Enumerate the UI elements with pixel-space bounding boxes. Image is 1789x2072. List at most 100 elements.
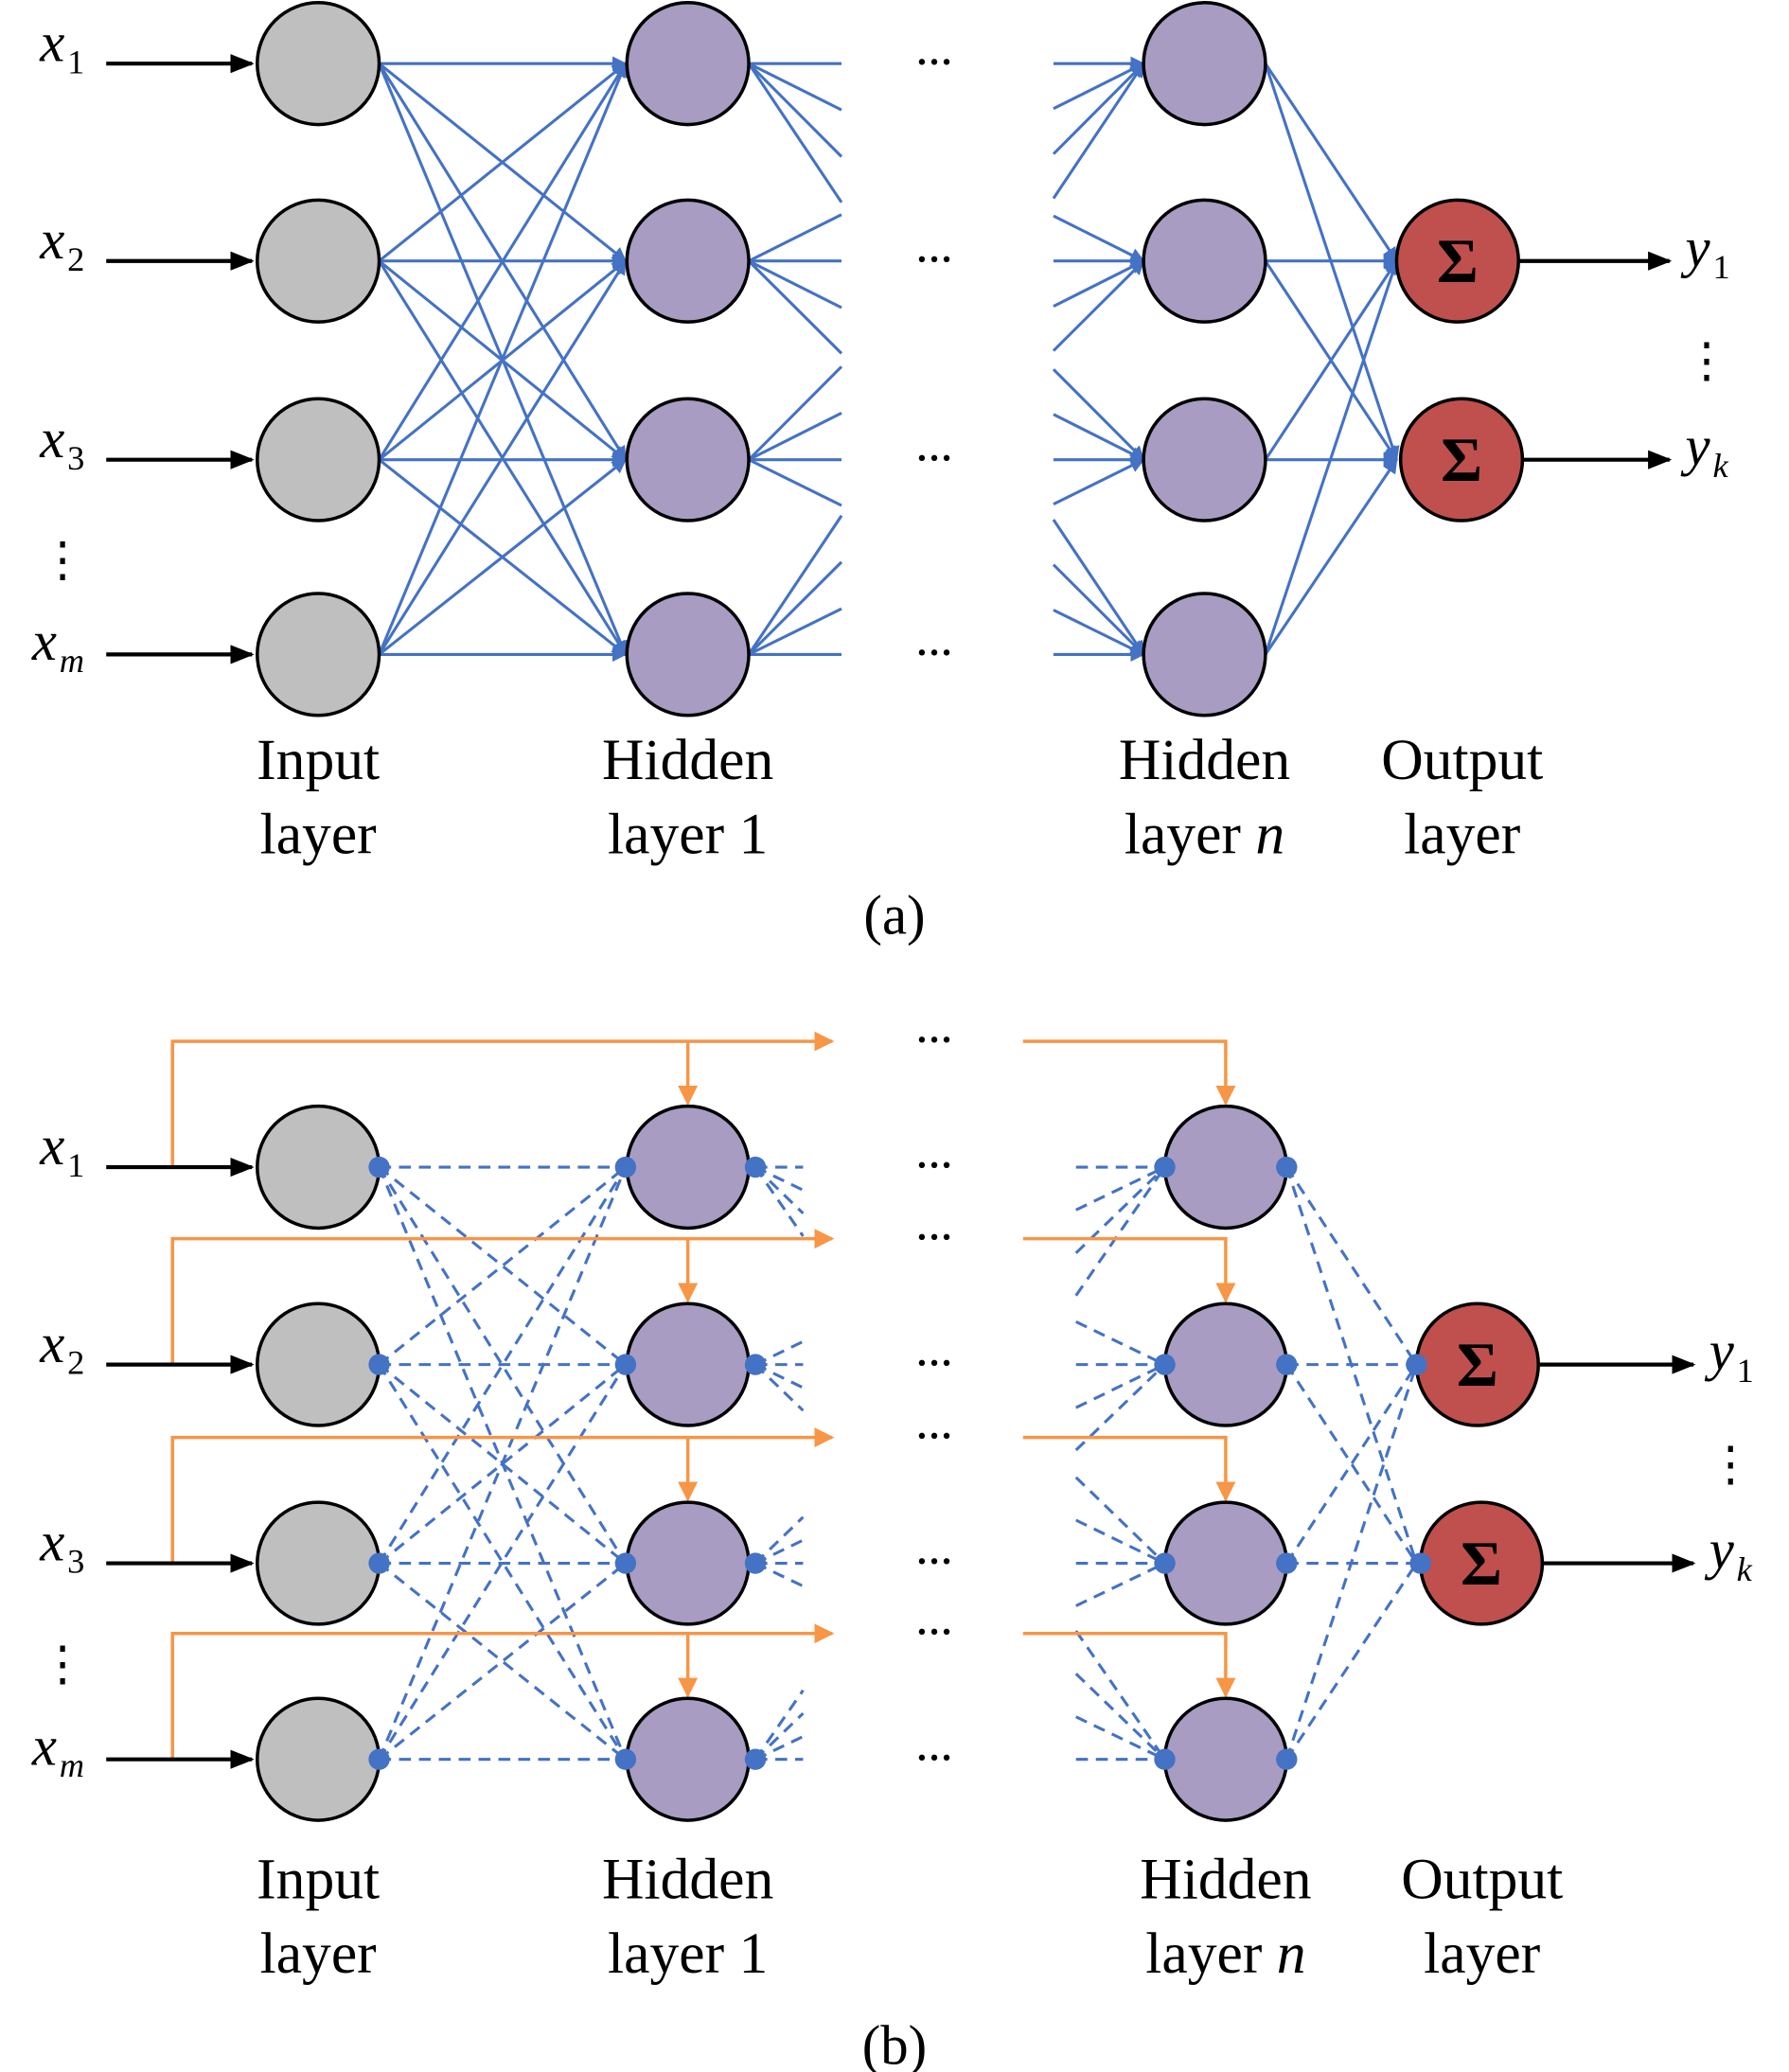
connection-hidden1-partial bbox=[753, 1515, 805, 1565]
skip-connection-line bbox=[170, 1427, 835, 1564]
connection-input-hidden1 bbox=[378, 1166, 628, 1565]
connection-hidden1-partial bbox=[747, 259, 843, 355]
connection-hidden1-partial bbox=[753, 1711, 805, 1761]
panel-caption: (b) bbox=[862, 2015, 928, 2072]
connection-input-hidden1 bbox=[378, 1166, 628, 1565]
connection-hidden1-partial bbox=[748, 213, 842, 263]
connection-dot bbox=[1276, 1156, 1298, 1178]
connection-partial-hiddenn bbox=[1053, 259, 1145, 309]
skip-connection-line bbox=[170, 1031, 835, 1168]
skip-connection-line bbox=[170, 1229, 835, 1365]
connection-partial-hiddenn bbox=[1074, 1630, 1166, 1761]
input-node bbox=[256, 1104, 381, 1231]
output-node bbox=[1398, 397, 1525, 522]
skip-connection-arrow-hiddenn bbox=[1022, 1631, 1236, 1698]
connection-partial-hiddenn bbox=[1052, 368, 1145, 461]
sigma-symbol: Σ bbox=[1457, 1329, 1498, 1400]
label-input-layer-line1: Input bbox=[257, 728, 380, 792]
sigma-symbol: Σ bbox=[1461, 1528, 1502, 1599]
skip-connection-arrow-hiddenn bbox=[1022, 1435, 1236, 1502]
connection-partial-hiddenn bbox=[1074, 1476, 1166, 1565]
input-node bbox=[256, 1, 381, 127]
connection-partial-hiddenn bbox=[1075, 1320, 1166, 1366]
hidden1-node bbox=[625, 592, 751, 717]
input-node bbox=[256, 1696, 381, 1822]
hidden1-node bbox=[625, 1104, 751, 1231]
sigma-symbol: Σ bbox=[1441, 424, 1482, 495]
connection-hidden1-partial bbox=[753, 1165, 805, 1214]
hiddenn-node bbox=[1142, 198, 1267, 324]
input-node bbox=[256, 397, 381, 522]
connection-dot bbox=[368, 1748, 390, 1770]
connection-input-hidden1 bbox=[378, 1363, 627, 1565]
ellipsis-hidden: ··· bbox=[915, 1343, 952, 1384]
ellipsis-hidden: ··· bbox=[915, 633, 952, 674]
hidden1-node bbox=[625, 1696, 751, 1822]
connection-input-hidden1 bbox=[378, 458, 628, 656]
connection-partial-hiddenn bbox=[1075, 1715, 1166, 1762]
connection-dot bbox=[1154, 1748, 1176, 1770]
connection-hidden1-partial bbox=[748, 259, 842, 310]
connection-input-hidden1 bbox=[378, 1363, 628, 1761]
connection-hidden1-partial bbox=[753, 1166, 805, 1237]
connection-dot bbox=[744, 1748, 767, 1770]
sigma-symbol: Σ bbox=[1437, 225, 1479, 296]
label-hidden-layer-n-line2: layer n bbox=[1145, 1921, 1305, 1986]
skip-connection-line bbox=[170, 1623, 835, 1760]
connection-partial-hiddenn bbox=[1075, 1518, 1166, 1565]
label-hidden-layer-1-line1: Hidden bbox=[602, 728, 773, 792]
label-hidden-layer-n-line1: Hidden bbox=[1140, 1848, 1311, 1912]
hiddenn-node bbox=[1162, 1500, 1289, 1626]
label-hidden-layer-n-line1: Hidden bbox=[1119, 728, 1290, 792]
hidden1-node bbox=[625, 1500, 751, 1626]
label-hidden-layer-1-line2: layer 1 bbox=[608, 802, 768, 866]
connection-hidden1-partial bbox=[747, 365, 843, 461]
connection-input-hidden1 bbox=[378, 1562, 627, 1761]
connection-partial-hiddenn bbox=[1052, 62, 1145, 155]
connection-hiddenn-output bbox=[1264, 259, 1398, 461]
connection-hidden1-partial bbox=[753, 1363, 805, 1412]
ellipsis-hidden: ··· bbox=[915, 239, 952, 280]
connection-hidden1-partial bbox=[753, 1689, 805, 1761]
ellipsis-skip: ··· bbox=[915, 1612, 952, 1653]
panel-caption: (a) bbox=[863, 885, 925, 947]
hiddenn-node bbox=[1142, 592, 1267, 717]
hiddenn-node bbox=[1162, 1302, 1289, 1427]
label-input-layer-line2: layer bbox=[260, 1921, 377, 1986]
hidden1-node bbox=[625, 397, 751, 522]
connection-partial-hiddenn bbox=[1053, 214, 1145, 263]
input-node bbox=[256, 198, 381, 324]
connection-partial-hiddenn bbox=[1052, 62, 1145, 200]
connection-partial-hiddenn bbox=[1075, 1562, 1166, 1607]
connection-hiddenn-output bbox=[1264, 62, 1398, 263]
connection-hidden1-partial bbox=[747, 514, 843, 656]
connection-dot bbox=[1276, 1354, 1298, 1375]
connection-dot bbox=[744, 1552, 767, 1574]
label-hidden-layer-1-line2: layer 1 bbox=[608, 1921, 768, 1986]
connection-dot bbox=[614, 1748, 637, 1770]
connection-partial-hiddenn bbox=[1052, 259, 1145, 352]
ellipsis-hidden: ··· bbox=[915, 42, 952, 82]
label-output-layer-line2: layer bbox=[1424, 1921, 1540, 1986]
connection-hidden1-partial bbox=[747, 62, 843, 158]
connection-hiddenn-output bbox=[1284, 1364, 1418, 1761]
input-node bbox=[256, 1500, 381, 1626]
label-output-layer-line2: layer bbox=[1404, 802, 1520, 866]
connection-input-hidden1 bbox=[378, 1363, 628, 1761]
connection-hiddenn-output bbox=[1264, 259, 1400, 655]
label-output-layer-line1: Output bbox=[1381, 728, 1543, 792]
output-node bbox=[1394, 198, 1520, 324]
hiddenn-node bbox=[1142, 397, 1267, 522]
connection-partial-hiddenn bbox=[1052, 519, 1145, 656]
label-hidden-layer-1-line1: Hidden bbox=[602, 1848, 773, 1912]
